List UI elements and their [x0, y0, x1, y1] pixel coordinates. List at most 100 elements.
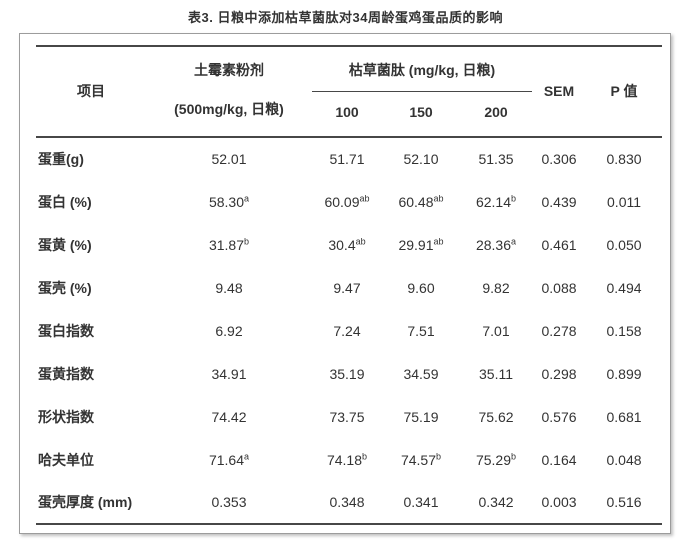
row-label: 蛋黄指数 — [38, 365, 94, 382]
cell-value: 60.48 — [398, 193, 434, 210]
cell-control: 9.48 — [146, 266, 312, 309]
cell-control: 71.64a — [146, 438, 312, 481]
table-header: 项目 土霉素粉剂 (500mg/kg, 日粮) 枯草菌肽 (mg/kg, 日粮) — [36, 46, 663, 138]
row-label: 哈夫单位 — [38, 451, 94, 468]
cell-dose-100: 7.24 — [312, 309, 382, 352]
row-label: 蛋壳厚度 (mm) — [38, 494, 133, 510]
cell-value: 0.341 — [403, 494, 439, 510]
cell-dose-150: 7.51 — [382, 309, 460, 352]
header-sem: SEM — [532, 46, 587, 138]
cell-dose-200: 28.36a — [460, 223, 532, 266]
cell-value: 30.4 — [328, 236, 356, 253]
cell-dose-150: 29.91ab — [382, 223, 460, 266]
cell-control: 58.30a — [146, 180, 312, 223]
cell-p-value: 0.681 — [606, 408, 642, 425]
cell-value: 7.01 — [482, 322, 510, 339]
table-row: 形状指数 74.42 73.75 75.19 75.62 0.576 0.681 — [36, 395, 662, 438]
dose-label-150: 150 — [409, 104, 433, 120]
cell-value: 35.19 — [329, 365, 365, 382]
cell-p-value: 0.516 — [606, 494, 642, 510]
cell-superscript: ab — [355, 235, 366, 246]
treatment-spanner-rule — [312, 91, 533, 92]
cell-value: 58.30 — [208, 193, 245, 210]
cell-value: 0.348 — [329, 494, 365, 510]
table-caption: 表3. 日粮中添加枯草菌肽对34周龄蛋鸡蛋品质的影响 — [188, 10, 503, 25]
cell-value: 7.24 — [333, 322, 361, 339]
header-treatment-group: 枯草菌肽 (mg/kg, 日粮) 100 150 200 — [312, 46, 533, 138]
row-label: 形状指数 — [38, 408, 94, 425]
cell-value: 52.10 — [403, 151, 439, 167]
table-row: 蛋黄指数 34.91 35.19 34.59 35.11 0.298 0.899 — [36, 352, 662, 395]
cell-value: 75.29 — [475, 451, 512, 468]
cell-value: 31.87 — [208, 236, 245, 253]
cell-value: 9.48 — [215, 279, 243, 296]
table-row: 哈夫单位 71.64a 74.18b 74.57b 75.29b 0.164 0… — [36, 438, 662, 481]
egg-quality-table: 项目 土霉素粉剂 (500mg/kg, 日粮) 枯草菌肽 (mg/kg, 日粮) — [36, 45, 663, 525]
cell-dose-150: 52.10 — [382, 137, 460, 180]
treatment-dose-labels: 100 150 200 — [312, 104, 532, 121]
cell-p-value: 0.048 — [606, 451, 642, 468]
cell-value: 74.42 — [211, 408, 247, 425]
cell-value: 74.57 — [400, 451, 437, 468]
cell-p-value: 0.011 — [607, 193, 642, 210]
cell-dose-150: 75.19 — [382, 395, 460, 438]
table-row: 蛋壳厚度 (mm) 0.353 0.348 0.341 0.342 0.003 … — [36, 481, 662, 524]
header-p-value: P 值 — [586, 46, 663, 138]
cell-sem: 0.164 — [541, 451, 577, 468]
cell-superscript: a — [244, 192, 250, 203]
treatment-header-title: 枯草菌肽 (mg/kg, 日粮) — [348, 62, 496, 78]
cell-dose-100: 51.71 — [312, 137, 382, 180]
cell-dose-200: 62.14b — [460, 180, 532, 223]
cell-control: 52.01 — [146, 137, 312, 180]
cell-superscript: b — [362, 450, 368, 461]
cell-p-value: 0.830 — [606, 151, 642, 167]
cell-dose-200: 35.11 — [460, 352, 532, 395]
cell-sem: 0.003 — [541, 494, 577, 510]
cell-value: 34.91 — [211, 365, 247, 382]
cell-p-value: 0.899 — [606, 365, 642, 382]
cell-value: 51.71 — [329, 151, 365, 167]
row-label: 蛋白指数 — [38, 322, 94, 339]
cell-value: 28.36 — [475, 236, 512, 253]
cell-dose-100: 74.18b — [312, 438, 382, 481]
cell-dose-100: 30.4ab — [312, 223, 382, 266]
cell-sem: 0.439 — [541, 193, 577, 210]
control-header-line1: 土霉素粉剂 — [194, 62, 264, 78]
cell-sem: 0.576 — [541, 408, 577, 425]
cell-dose-200: 0.342 — [460, 481, 532, 524]
cell-control: 31.87b — [146, 223, 312, 266]
table-row: 蛋壳 (%) 9.48 9.47 9.60 9.82 0.088 0.494 — [36, 266, 662, 309]
cell-value: 6.92 — [215, 322, 243, 339]
table-row: 蛋黄 (%) 31.87b 30.4ab 29.91ab 28.36a 0.46… — [36, 223, 662, 266]
dose-label-100: 100 — [335, 104, 359, 120]
cell-p-value: 0.050 — [606, 236, 642, 253]
cell-value: 9.60 — [407, 279, 435, 296]
cell-superscript: ab — [359, 192, 370, 203]
cell-p-value: 0.494 — [606, 279, 642, 296]
cell-superscript: ab — [433, 235, 444, 246]
cell-superscript: b — [511, 450, 517, 461]
cell-control: 6.92 — [146, 309, 312, 352]
table-body: 蛋重(g) 52.01 51.71 52.10 51.35 0.306 0.83… — [36, 137, 662, 524]
cell-sem: 0.298 — [541, 365, 577, 382]
cell-sem: 0.088 — [541, 279, 577, 296]
cell-superscript: a — [244, 450, 250, 461]
table-panel: 项目 土霉素粉剂 (500mg/kg, 日粮) 枯草菌肽 (mg/kg, 日粮) — [19, 33, 671, 534]
cell-superscript: b — [511, 192, 517, 203]
cell-value: 52.01 — [211, 151, 247, 167]
cell-dose-200: 7.01 — [460, 309, 532, 352]
cell-sem: 0.306 — [541, 151, 577, 167]
cell-control: 34.91 — [146, 352, 312, 395]
cell-value: 62.14 — [475, 193, 512, 210]
cell-value: 34.59 — [403, 365, 439, 382]
cell-dose-100: 35.19 — [312, 352, 382, 395]
cell-dose-100: 73.75 — [312, 395, 382, 438]
cell-control: 74.42 — [146, 395, 312, 438]
control-header-line2: (500mg/kg, 日粮) — [174, 101, 284, 117]
table-row: 蛋重(g) 52.01 51.71 52.10 51.35 0.306 0.83… — [36, 137, 662, 180]
header-row: 项目 土霉素粉剂 (500mg/kg, 日粮) 枯草菌肽 (mg/kg, 日粮) — [36, 46, 663, 138]
cell-value: 75.62 — [478, 408, 514, 425]
dose-label-200: 200 — [484, 104, 508, 120]
cell-value: 9.47 — [333, 279, 361, 296]
cell-dose-150: 34.59 — [382, 352, 460, 395]
